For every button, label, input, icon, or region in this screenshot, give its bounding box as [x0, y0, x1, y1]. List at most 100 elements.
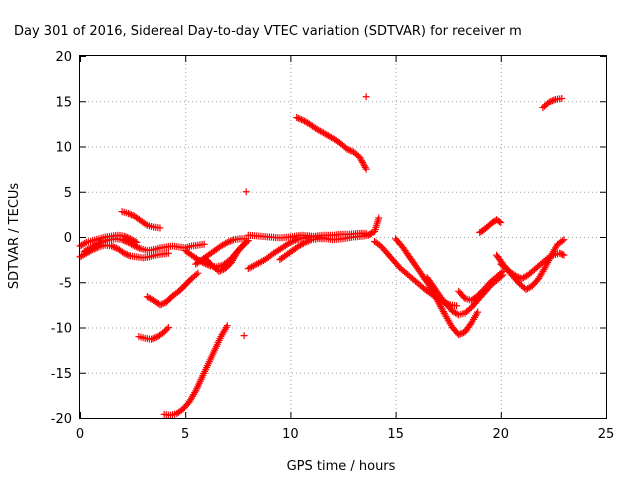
data-point	[120, 236, 128, 244]
series-arc-i	[192, 235, 250, 268]
data-point	[456, 330, 464, 338]
data-point	[81, 239, 89, 247]
data-point	[216, 267, 224, 275]
data-point	[129, 241, 137, 249]
data-point	[228, 236, 236, 244]
data-point	[108, 242, 116, 250]
data-point	[135, 244, 143, 252]
y-tick-label: 10	[55, 141, 72, 156]
data-point	[375, 214, 383, 222]
data-point	[306, 236, 314, 244]
y-tick-label: 0	[64, 231, 72, 246]
data-point	[297, 116, 305, 124]
data-point	[560, 236, 568, 244]
series-arc-m	[276, 235, 328, 264]
series-arc-e	[143, 269, 202, 309]
data-point	[300, 239, 308, 247]
y-tick-label: 15	[55, 95, 72, 110]
series-arc-p	[371, 238, 461, 310]
data-point	[294, 114, 302, 122]
series-arc-a	[76, 231, 141, 250]
data-point	[131, 242, 139, 250]
data-point	[123, 251, 131, 259]
data-point	[164, 249, 172, 257]
data-point	[550, 96, 558, 104]
data-point	[109, 243, 117, 251]
data-point	[296, 115, 304, 123]
series-arc-j	[202, 240, 248, 275]
data-point	[474, 308, 482, 316]
data-point	[149, 335, 157, 343]
data-point	[192, 271, 200, 279]
data-point	[125, 251, 133, 259]
data-point	[345, 146, 353, 154]
data-point	[453, 302, 461, 310]
data-point	[111, 243, 119, 251]
data-point	[142, 220, 150, 228]
data-point	[134, 243, 142, 251]
y-tick-label: -10	[51, 322, 72, 337]
data-point	[242, 235, 250, 243]
x-axis-label: GPS time / hours	[287, 459, 396, 474]
series-arc-f	[135, 324, 172, 343]
data-point	[525, 284, 533, 292]
chart-title: Day 301 of 2016, Sidereal Day-to-day VTE…	[14, 24, 522, 39]
data-point	[223, 238, 231, 246]
data-point	[346, 147, 354, 155]
series-iso-b	[362, 93, 370, 101]
series-arc-t	[476, 216, 505, 236]
data-point	[91, 241, 99, 249]
data-point	[293, 114, 301, 122]
data-point	[226, 237, 234, 245]
data-point	[159, 300, 167, 308]
x-tick-label: 10	[282, 427, 299, 442]
data-point	[156, 224, 164, 232]
data-point	[361, 163, 369, 171]
y-axis-label: SDTVAR / TECUs	[7, 183, 22, 290]
series-arc-b	[76, 241, 172, 262]
data-point	[123, 238, 131, 246]
data-point	[548, 97, 556, 105]
data-point	[495, 218, 503, 226]
data-point	[558, 237, 566, 245]
data-point	[98, 238, 106, 246]
data-point	[521, 273, 529, 281]
data-point	[362, 93, 370, 101]
data-point	[215, 267, 223, 275]
data-point	[194, 269, 202, 277]
y-tick-label: -15	[51, 367, 72, 382]
data-point	[452, 309, 460, 317]
plot-frame	[79, 55, 607, 419]
data-point	[320, 235, 328, 243]
series-arc-h	[181, 237, 252, 271]
data-point	[343, 145, 351, 153]
data-point	[303, 238, 311, 246]
data-point	[148, 335, 156, 343]
data-point	[164, 324, 172, 331]
data-point	[242, 188, 250, 196]
data-point	[240, 240, 248, 248]
series-iso-c	[240, 332, 248, 340]
data-point	[458, 329, 466, 337]
axis-ticks: 0 5 10 15 20 25 -20 -15 -10 -5 0 5 10 15 20	[51, 50, 615, 442]
data-point	[128, 211, 136, 219]
data-point	[118, 236, 126, 244]
data-point	[560, 251, 568, 259]
data-point	[558, 95, 566, 103]
data-point	[547, 97, 555, 105]
data-point	[158, 300, 166, 308]
series-arc-n	[293, 114, 370, 173]
data-point	[124, 209, 132, 217]
data-point	[218, 266, 226, 274]
data-point	[151, 334, 159, 342]
x-tick-label: 25	[598, 427, 615, 442]
data-point	[200, 240, 208, 248]
data-point	[222, 239, 230, 247]
data-point	[455, 331, 463, 339]
y-tick-label: 5	[64, 186, 72, 201]
data-point	[156, 301, 164, 309]
data-point	[301, 238, 309, 246]
series-arc-w	[539, 95, 566, 112]
series-arc-s	[455, 267, 507, 304]
